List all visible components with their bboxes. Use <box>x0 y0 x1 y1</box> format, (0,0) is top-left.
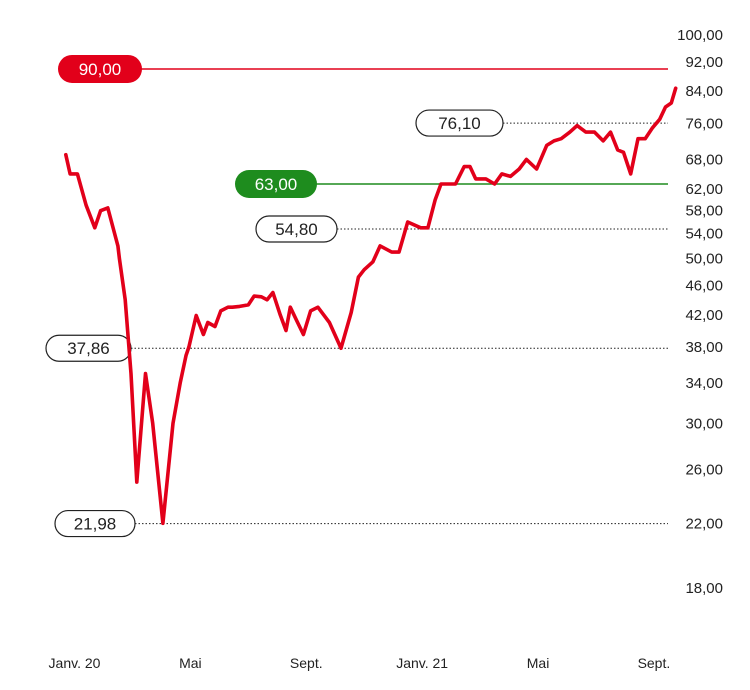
y-tick-label: 26,00 <box>685 461 723 478</box>
price-series-line <box>64 86 678 526</box>
y-tick-label: 84,00 <box>685 83 723 100</box>
ref-pill-54-80 <box>255 215 338 243</box>
y-axis-ticks: 100,00 92,00 84,00 76,00 68,00 62,00 58,00 54,0… <box>677 27 723 597</box>
y-tick-label: 76,00 <box>685 116 723 133</box>
ref-pill-76-10 <box>415 109 504 137</box>
y-tick-label: 58,00 <box>685 203 723 220</box>
y-tick-label: 18,00 <box>685 580 723 597</box>
x-tick-label: Janv. 20 <box>49 655 101 671</box>
y-tick-label: 34,00 <box>685 375 723 392</box>
x-tick-label: Mai <box>527 655 550 671</box>
y-tick-label: 30,00 <box>685 415 723 432</box>
ref-label-21-98: 21,98 <box>74 515 117 534</box>
target-high-label: 90,00 <box>79 60 122 79</box>
y-tick-label: 50,00 <box>685 251 723 268</box>
y-tick-label: 42,00 <box>685 307 723 324</box>
x-tick-label: Sept. <box>290 655 323 671</box>
target-low-pill <box>235 170 317 199</box>
ref-label-76-10: 76,10 <box>438 114 481 133</box>
target-high-pill <box>58 54 142 83</box>
x-tick-label: Janv. 21 <box>396 655 448 671</box>
y-tick-label: 22,00 <box>685 515 723 532</box>
y-tick-label: 100,00 <box>677 27 723 44</box>
ref-pill-21-98 <box>54 509 136 538</box>
ref-label-54-80: 54,80 <box>275 220 318 239</box>
x-tick-label: Mai <box>179 655 202 671</box>
y-tick-label: 38,00 <box>685 339 723 356</box>
y-tick-label: 68,00 <box>685 151 723 168</box>
y-tick-label: 46,00 <box>685 277 723 294</box>
target-low-label: 63,00 <box>255 175 298 194</box>
x-axis-ticks: Janv. 20 Mai Sept. Janv. 21 Mai Sept. <box>49 655 671 671</box>
ref-pill-37-86 <box>45 334 132 362</box>
ref-label-37-86: 37,86 <box>67 339 110 358</box>
y-tick-label: 62,00 <box>685 181 723 198</box>
y-tick-label: 54,00 <box>685 226 723 243</box>
y-tick-label: 92,00 <box>685 54 723 71</box>
x-tick-label: Sept. <box>638 655 671 671</box>
